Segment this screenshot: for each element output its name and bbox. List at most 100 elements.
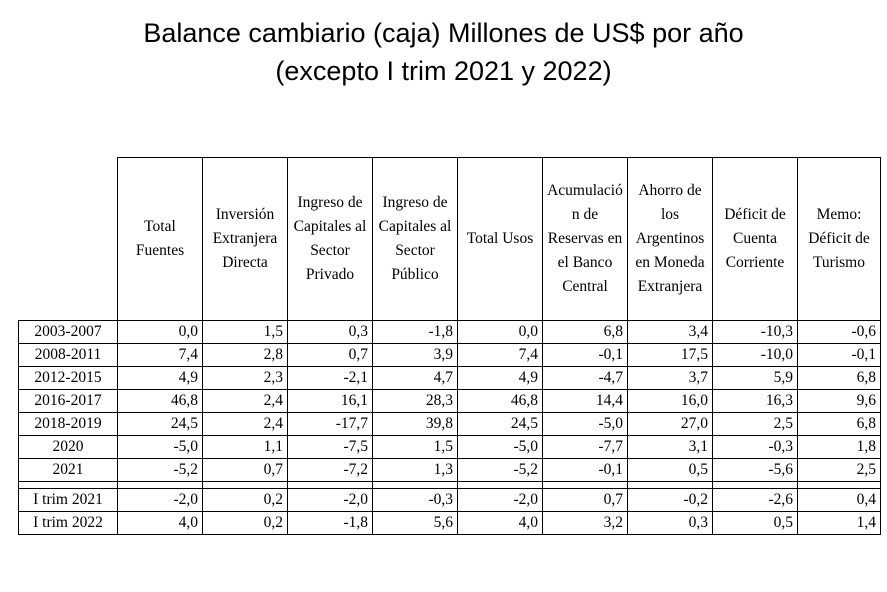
table-cell: 2,3 xyxy=(202,366,288,390)
table-cell: -0,3 xyxy=(712,435,798,459)
table-cell: -0,6 xyxy=(797,320,881,344)
table-cell: 16,0 xyxy=(627,389,713,413)
table-cell: -5,0 xyxy=(117,435,203,459)
table-row: 2003-2007 0,0 1,5 0,3 -1,8 0,0 6,8 3,4 -10,3 -0,6 xyxy=(18,320,881,344)
spacer-cell xyxy=(117,481,203,489)
table-cell: 46,8 xyxy=(117,389,203,413)
data-table: Total Fuentes Inversión Extranjera Direct… xyxy=(18,157,881,535)
row-label: 2020 xyxy=(18,435,118,459)
table-row: 2021 -5,2 0,7 -7,2 1,3 -5,2 -0,1 0,5 -5,6 2,5 xyxy=(18,458,881,482)
table-cell: -1,8 xyxy=(287,511,373,535)
table-cell: -5,0 xyxy=(457,435,543,459)
table-cell: 16,1 xyxy=(287,389,373,413)
spacer-cell xyxy=(712,481,798,489)
column-header: Ingreso de Capitales al Sector Privado xyxy=(287,157,373,321)
table-cell: -5,0 xyxy=(542,412,628,436)
table-cell: 1,5 xyxy=(202,320,288,344)
table-cell: 4,7 xyxy=(372,366,458,390)
table-cell: -17,7 xyxy=(287,412,373,436)
header-row: Total Fuentes Inversión Extranjera Direct… xyxy=(18,157,881,321)
row-label: 2016-2017 xyxy=(18,389,118,413)
table-cell: -0,2 xyxy=(627,488,713,512)
table-row: I trim 2022 4,0 0,2 -1,8 5,6 4,0 3,2 0,3 0,5 1,4 xyxy=(18,511,881,535)
table-cell: 0,7 xyxy=(542,488,628,512)
table-cell: -5,2 xyxy=(117,458,203,482)
spacer-cell xyxy=(797,481,881,489)
spacer-cell xyxy=(627,481,713,489)
title-line: (excepto I trim 2021 y 2022) xyxy=(275,56,612,86)
table-cell: -0,1 xyxy=(542,458,628,482)
table-cell: 0,0 xyxy=(457,320,543,344)
table-cell: 3,1 xyxy=(627,435,713,459)
table-cell: 0,4 xyxy=(797,488,881,512)
table-cell: -2,0 xyxy=(287,488,373,512)
spacer-cell xyxy=(542,481,628,489)
title: Balance cambiario (caja) Millones de US$… xyxy=(0,14,887,90)
table-cell: -2,6 xyxy=(712,488,798,512)
table-cell: 1,1 xyxy=(202,435,288,459)
table-cell: 16,3 xyxy=(712,389,798,413)
table-cell: -5,6 xyxy=(712,458,798,482)
table-cell: -2,0 xyxy=(457,488,543,512)
column-header: Inversión Extranjera Directa xyxy=(202,157,288,321)
row-label: 2008-2011 xyxy=(18,343,118,367)
table-cell: 0,2 xyxy=(202,511,288,535)
table-cell: 9,6 xyxy=(797,389,881,413)
table-cell: 27,0 xyxy=(627,412,713,436)
table-cell: 28,3 xyxy=(372,389,458,413)
table-cell: 0,7 xyxy=(287,343,373,367)
table-cell: 1,8 xyxy=(797,435,881,459)
table-cell: -10,0 xyxy=(712,343,798,367)
table-cell: 17,5 xyxy=(627,343,713,367)
table-cell: 46,8 xyxy=(457,389,543,413)
table-cell: 0,2 xyxy=(202,488,288,512)
table-cell: 4,0 xyxy=(457,511,543,535)
table-cell: 2,4 xyxy=(202,412,288,436)
row-label: I trim 2021 xyxy=(18,488,118,512)
table-cell: 0,7 xyxy=(202,458,288,482)
row-label: 2021 xyxy=(18,458,118,482)
table-cell: 4,9 xyxy=(457,366,543,390)
table-cell: 3,4 xyxy=(627,320,713,344)
table-cell: -7,7 xyxy=(542,435,628,459)
table-row: 2008-2011 7,4 2,8 0,7 3,9 7,4 -0,1 17,5 -10,0 -0,… xyxy=(18,343,881,367)
column-header: Acumulación de Reservas en el Banco Cent… xyxy=(542,157,628,321)
table-cell: 24,5 xyxy=(457,412,543,436)
spacer-cell xyxy=(372,481,458,489)
table-cell: 14,4 xyxy=(542,389,628,413)
table-cell: 3,9 xyxy=(372,343,458,367)
table-cell: -0,1 xyxy=(797,343,881,367)
spacer-cell xyxy=(18,481,118,489)
table-cell: 7,4 xyxy=(117,343,203,367)
table-cell: -2,1 xyxy=(287,366,373,390)
corner-cell xyxy=(18,157,118,321)
table-row: 2012-2015 4,9 2,3 -2,1 4,7 4,9 -4,7 3,7 5,9 6,8 xyxy=(18,366,881,390)
spacer-row xyxy=(18,481,881,489)
row-label: 2003-2007 xyxy=(18,320,118,344)
table-cell: 6,8 xyxy=(797,366,881,390)
table-cell: -0,3 xyxy=(372,488,458,512)
table-cell: 3,7 xyxy=(627,366,713,390)
table-cell: -7,2 xyxy=(287,458,373,482)
row-label: I trim 2022 xyxy=(18,511,118,535)
table-cell: 2,8 xyxy=(202,343,288,367)
row-label: 2018-2019 xyxy=(18,412,118,436)
spacer-cell xyxy=(202,481,288,489)
table-row: 2020 -5,0 1,1 -7,5 1,5 -5,0 -7,7 3,1 -0,3 1,8 xyxy=(18,435,881,459)
table-cell: 0,5 xyxy=(712,511,798,535)
table-cell: 24,5 xyxy=(117,412,203,436)
table-cell: 2,5 xyxy=(712,412,798,436)
table-cell: -4,7 xyxy=(542,366,628,390)
table-cell: -10,3 xyxy=(712,320,798,344)
spacer-cell xyxy=(457,481,543,489)
table-cell: 2,4 xyxy=(202,389,288,413)
title-line: Balance cambiario (caja) Millones de US$… xyxy=(143,18,744,48)
table-cell: 6,8 xyxy=(542,320,628,344)
table-cell: 39,8 xyxy=(372,412,458,436)
spacer-cell xyxy=(287,481,373,489)
table-cell: 5,6 xyxy=(372,511,458,535)
column-header: Total Usos xyxy=(457,157,543,321)
table-row: 2016-2017 46,8 2,4 16,1 28,3 46,8 14,4 16,0 16,3… xyxy=(18,389,881,413)
table-cell: -2,0 xyxy=(117,488,203,512)
